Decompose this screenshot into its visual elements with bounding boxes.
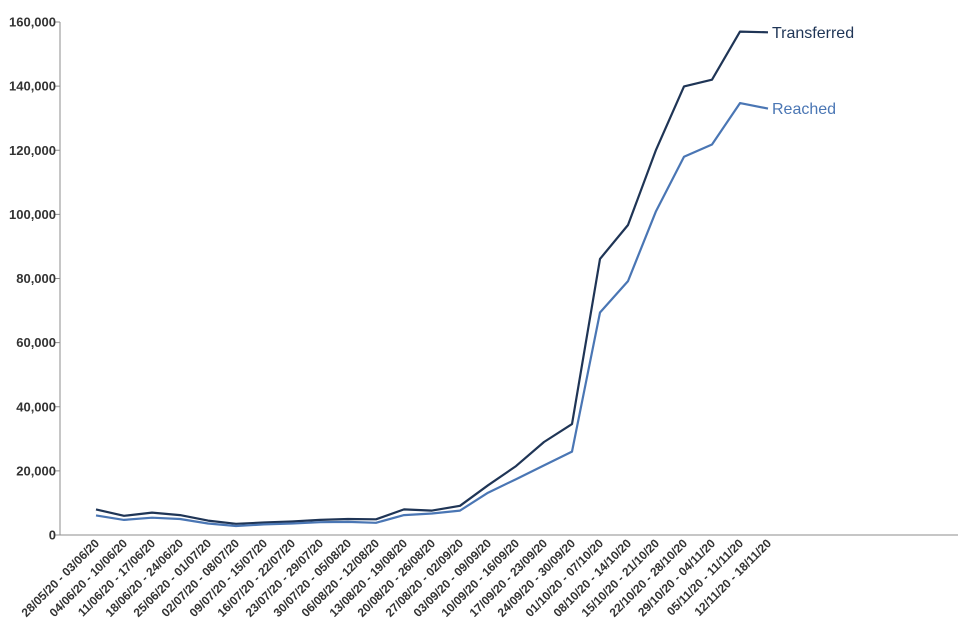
y-tick-label: 120,000 <box>9 143 56 158</box>
y-tick-label: 0 <box>49 528 56 543</box>
series-labels: Transferred Reached <box>772 25 854 118</box>
series-label-transferred: Transferred <box>772 25 854 42</box>
y-tick-label: 80,000 <box>16 271 56 286</box>
series-line-reached <box>95 101 769 528</box>
y-tick-label: 100,000 <box>9 207 56 222</box>
series-label-reached: Reached <box>772 101 836 118</box>
y-tick-label: 40,000 <box>16 399 56 414</box>
series-line-transferred <box>95 30 769 525</box>
y-tick-label: 140,000 <box>9 79 56 94</box>
y-axis: 0 20,000 40,000 60,000 80,000 100,000 120,000 1… <box>9 15 61 543</box>
series-lines <box>95 30 769 528</box>
y-tick-label: 60,000 <box>16 335 56 350</box>
y-tick-label: 160,000 <box>9 15 56 30</box>
y-tick-label: 20,000 <box>16 463 56 478</box>
